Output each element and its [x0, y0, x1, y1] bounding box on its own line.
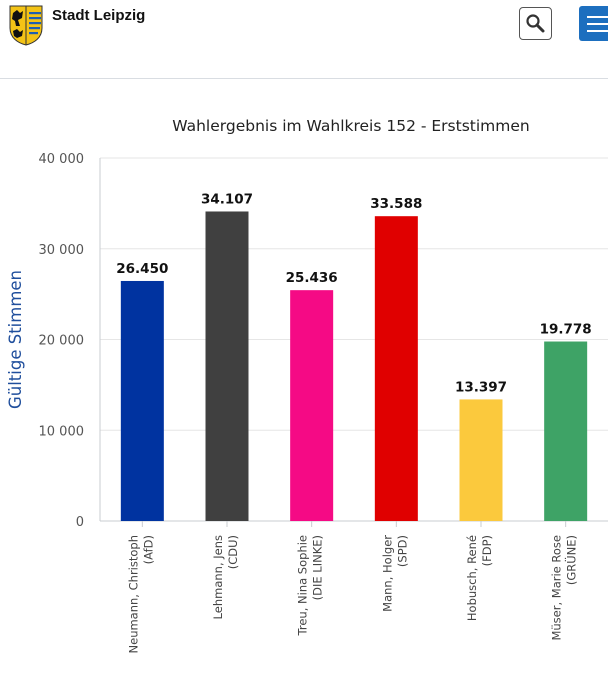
search-icon — [526, 14, 545, 33]
data-label: 25.436 — [286, 270, 338, 286]
data-label: 34.107 — [201, 191, 253, 207]
bar — [374, 216, 418, 521]
x-tick-label: Mann, Holger(SPD) — [380, 535, 409, 612]
x-tick-label: Hobusch, René(FDP) — [465, 535, 494, 621]
search-button[interactable] — [519, 7, 552, 40]
x-tick-label: Lehmann, Jens(CDU) — [211, 535, 240, 619]
data-label: 19.778 — [540, 322, 592, 338]
bar — [205, 211, 249, 521]
leipzig-coat-of-arms-logo[interactable] — [8, 4, 44, 46]
y-tick-label: 20 000 — [39, 334, 85, 349]
x-tick-label: Treu, Nina Sophie(DIE LINKE) — [296, 535, 325, 636]
menu-button[interactable] — [579, 6, 608, 41]
y-tick-label: 10 000 — [39, 424, 85, 439]
bar — [120, 280, 164, 521]
data-label: 26.450 — [116, 261, 168, 277]
hamburger-menu-icon — [587, 16, 608, 18]
bar — [544, 341, 588, 521]
y-tick-label: 0 — [76, 515, 84, 530]
election-chart: Wahlergebnis im Wahlkreis 152 - Erststim… — [0, 80, 608, 674]
site-name[interactable]: Stadt Leipzig — [52, 7, 146, 24]
data-label: 13.397 — [455, 379, 507, 395]
bar — [459, 399, 503, 521]
bar — [290, 290, 334, 521]
site-header: Stadt Leipzig — [0, 0, 608, 79]
bar-chart: Wahlergebnis im Wahlkreis 152 - Erststim… — [6, 117, 608, 653]
y-tick-label: 30 000 — [39, 243, 85, 258]
x-tick-label: Neumann, Christoph(AfD) — [126, 535, 155, 653]
y-tick-label: 40 000 — [39, 152, 85, 167]
data-label: 33.588 — [370, 196, 422, 212]
x-tick-label: Müser, Marie Rose(GRÜNE) — [550, 535, 579, 641]
y-axis-label: Gültige Stimmen — [6, 270, 25, 409]
chart-title: Wahlergebnis im Wahlkreis 152 - Erststim… — [172, 117, 529, 135]
